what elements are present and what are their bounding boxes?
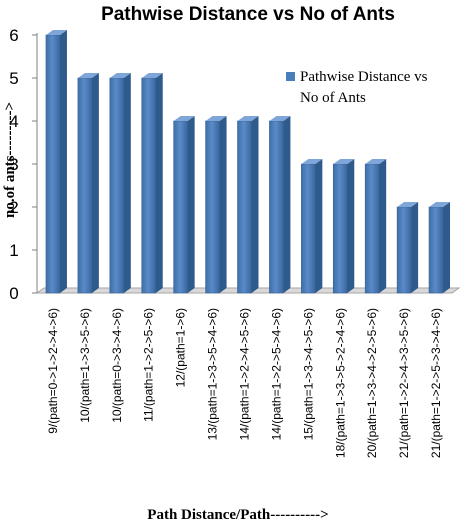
bar-side [411, 202, 419, 293]
x-tick-label: 21/(path=1->2->4->3->5->6) [397, 308, 411, 458]
legend-label: No of Ants [300, 90, 366, 106]
bar[interactable] [173, 120, 188, 294]
legend-label: Pathwise Distance vs [300, 69, 428, 85]
y-tick-label: 2 [9, 198, 18, 217]
bar[interactable] [205, 120, 220, 294]
bar[interactable] [332, 163, 348, 294]
bar-side [347, 159, 355, 293]
bar-top [173, 116, 195, 121]
bar[interactable] [301, 163, 316, 294]
bar[interactable] [237, 120, 252, 294]
bar-side [283, 116, 291, 293]
bar-top [397, 202, 419, 207]
x-tick-label: 13/(path=1->3->5->4->6) [206, 308, 220, 440]
x-tick-label: 20/(path=1->3->4->2->5->6) [365, 308, 379, 458]
bar-top [269, 116, 291, 121]
y-tick-label: 3 [9, 155, 18, 174]
y-tick-label: 6 [9, 26, 18, 45]
bar-side [219, 116, 227, 293]
bar-side [187, 116, 195, 293]
bar-side [251, 116, 259, 293]
x-tick-label: 14/(path=1->2->5->4->6) [269, 308, 283, 440]
x-axis-label: Path Distance/Path----------> [147, 507, 328, 522]
bar-side [443, 202, 451, 293]
plot-area: 0 1 2 3 4 5 6 9/(path=0->1->2->4->6) 10/(path=1-… [9, 26, 461, 458]
bar[interactable] [77, 77, 93, 294]
x-tick-label: 12/(path=1->6) [174, 308, 188, 387]
bar-side [59, 30, 67, 293]
bar-side [379, 159, 387, 293]
bar-top [45, 30, 67, 35]
x-tick-label: 21/(path=1->2->5->3->4->6) [429, 308, 443, 458]
bar-side [123, 73, 131, 293]
y-tick-label: 0 [9, 284, 18, 303]
y-tick-label: 4 [9, 112, 18, 131]
bar-top [333, 159, 355, 164]
x-tick-label: 14/(path=1->2->4->5->6) [238, 308, 252, 440]
bar[interactable] [269, 120, 284, 294]
y-tick-label: 1 [9, 241, 18, 260]
chart-title: Pathwise Distance vs No of Ants [101, 4, 395, 25]
x-tick-label: 18/(path=1->3->5->2->4->6) [333, 308, 347, 458]
bar-top [429, 202, 451, 207]
bar-top [301, 159, 323, 164]
x-tick-label: 11/(path=1->2->5->6) [142, 308, 156, 422]
bar-side [155, 73, 163, 293]
x-tick-label: 9/(path=0->1->2->4->6) [46, 308, 60, 434]
bar[interactable] [141, 77, 157, 294]
bar-side [91, 73, 99, 293]
bar[interactable] [45, 34, 61, 294]
x-tick-label: 10/(path=0->3->4->6) [110, 308, 124, 423]
x-tick-label: 15/(path=1->3->4->5->6) [301, 308, 315, 440]
bar-side [315, 159, 323, 293]
bar-top [205, 116, 227, 121]
bar-top [365, 159, 387, 164]
bar[interactable] [396, 206, 412, 294]
y-tick-label: 5 [9, 69, 18, 88]
bar[interactable] [364, 163, 380, 294]
bar[interactable] [428, 206, 444, 294]
bar[interactable] [109, 77, 125, 294]
bar-top [109, 73, 131, 78]
bar-top [141, 73, 163, 78]
bar-top [237, 116, 259, 121]
y-axis-label: no.of ants---------> [2, 102, 18, 218]
legend-swatch [286, 72, 295, 81]
bar-top [77, 73, 99, 78]
x-tick-label: 10/(path=1->3->5->6) [78, 308, 92, 423]
